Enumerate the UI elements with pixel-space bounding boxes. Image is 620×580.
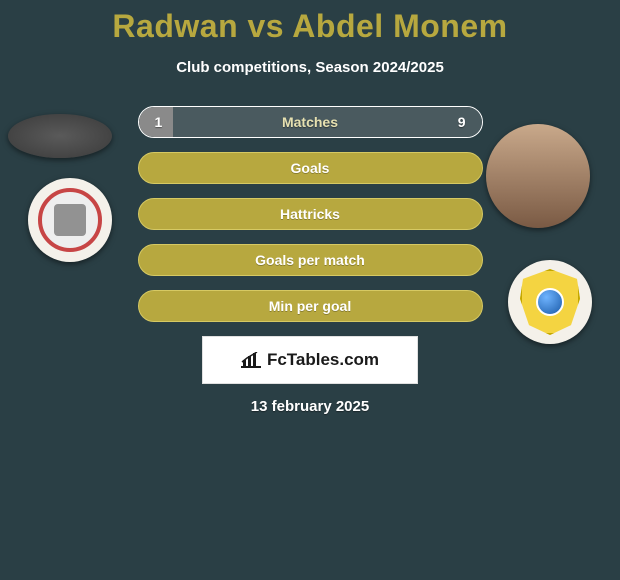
player-right-club-badge [508, 260, 592, 344]
goals-label: Goals [175, 160, 446, 176]
player-left-club-badge [28, 178, 112, 262]
subtitle: Club competitions, Season 2024/2025 [0, 59, 620, 76]
matches-label: Matches [175, 114, 446, 130]
branding-badge[interactable]: FcTables.com [202, 336, 418, 384]
hattricks-label: Hattricks [175, 206, 446, 222]
face-icon [486, 124, 590, 228]
player-right-avatar [486, 124, 590, 228]
stat-row-goals-per-match: Goals per match [138, 244, 483, 276]
stat-row-matches: 1 Matches 9 [138, 106, 483, 138]
ball-icon [536, 288, 564, 316]
page-title: Radwan vs Abdel Monem [0, 8, 620, 45]
matches-left-value: 1 [155, 114, 175, 130]
bar-chart-icon [241, 352, 261, 368]
comparison-card: Radwan vs Abdel Monem Club competitions,… [0, 0, 620, 415]
stat-row-min-per-goal: Min per goal [138, 290, 483, 322]
club-crest-icon [38, 188, 102, 252]
stat-row-hattricks: Hattricks [138, 198, 483, 230]
date-line: 13 february 2025 [0, 398, 620, 415]
shield-icon [520, 269, 580, 335]
mpg-label: Min per goal [175, 298, 446, 314]
branding-label: FcTables.com [267, 350, 379, 370]
matches-right-value: 9 [446, 114, 466, 130]
gpm-label: Goals per match [175, 252, 446, 268]
player-left-avatar [8, 114, 112, 158]
stat-row-goals: Goals [138, 152, 483, 184]
